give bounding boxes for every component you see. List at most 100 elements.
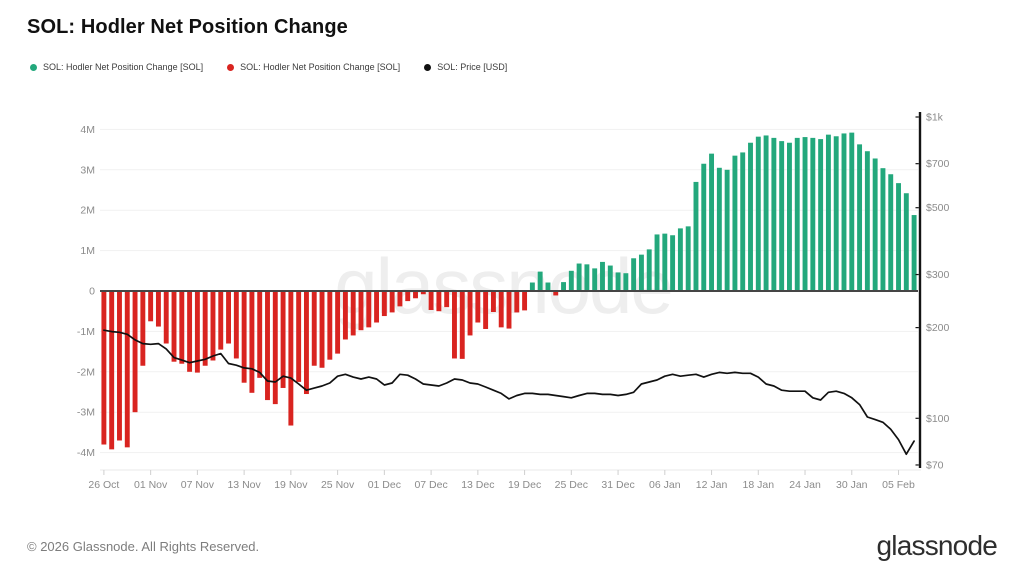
bar — [779, 141, 785, 291]
bar — [335, 291, 341, 354]
bar — [841, 133, 847, 291]
legend-dot-black-icon — [424, 63, 432, 71]
bar — [109, 291, 115, 450]
bar — [249, 291, 255, 393]
legend-dot-green-icon — [30, 63, 37, 71]
x-axis-tick: 13 Dec — [461, 479, 494, 491]
bar — [405, 291, 411, 302]
left-axis-tick: 0 — [89, 286, 95, 298]
bar — [600, 261, 605, 291]
left-axis-tick: -2M — [77, 366, 95, 378]
bar — [483, 291, 489, 329]
bar — [701, 163, 707, 291]
bar — [568, 270, 574, 291]
bar — [124, 291, 130, 448]
bar — [218, 291, 224, 350]
bar — [319, 291, 325, 368]
bar — [748, 142, 753, 291]
net-position-bars — [101, 132, 917, 450]
bar — [818, 139, 824, 291]
x-axis-tick: 30 Jan — [836, 479, 868, 491]
right-axis-tick: $700 — [926, 158, 950, 170]
price-line — [103, 329, 915, 456]
bar — [592, 268, 598, 291]
bar — [420, 291, 426, 295]
x-axis-tick: 19 Nov — [274, 479, 308, 491]
bar — [459, 291, 465, 359]
bar — [685, 226, 691, 291]
bar — [584, 264, 590, 291]
bar — [802, 137, 808, 291]
bar — [148, 291, 154, 322]
bar — [436, 291, 442, 312]
x-axis-tick: 07 Dec — [414, 479, 447, 491]
bar — [545, 282, 551, 291]
bar — [413, 291, 418, 299]
right-axis-tick: $100 — [926, 413, 950, 425]
bar — [872, 158, 878, 291]
bar — [342, 291, 348, 340]
bar — [857, 144, 863, 291]
x-axis-tick: 01 Nov — [134, 479, 168, 491]
copyright-text: © 2026 Glassnode. All Rights Reserved. — [27, 539, 260, 554]
bar — [241, 291, 247, 383]
bar — [272, 291, 278, 405]
bar — [117, 291, 122, 441]
legend-item-price[interactable]: SOL: Price [USD] — [424, 62, 507, 72]
bar — [529, 282, 535, 291]
bar — [522, 291, 528, 311]
bar — [210, 291, 216, 361]
x-axis-tick: 24 Jan — [789, 479, 821, 491]
legend-label: SOL: Price [USD] — [437, 62, 508, 72]
x-axis-tick: 19 Dec — [508, 479, 541, 491]
bar — [833, 136, 839, 291]
legend-item-hodler-negative[interactable]: SOL: Hodler Net Position Change [SOL] — [227, 62, 400, 72]
x-axis-tick: 25 Nov — [321, 479, 355, 491]
left-axis-tick: -1M — [77, 326, 95, 338]
right-axis-tick: $300 — [926, 269, 950, 281]
glassnode-logo: glassnode — [876, 530, 998, 561]
bar — [615, 272, 621, 291]
bar — [490, 291, 496, 313]
bar — [740, 152, 746, 291]
bar — [896, 183, 901, 291]
bar — [171, 291, 177, 362]
bar — [506, 291, 512, 329]
x-axis-tick: 13 Nov — [227, 479, 261, 491]
bar — [467, 291, 473, 336]
bar — [311, 291, 317, 366]
bar — [825, 134, 831, 291]
bar — [561, 282, 566, 291]
bar — [202, 291, 208, 366]
bar — [771, 137, 777, 291]
legend-item-hodler-positive[interactable]: SOL: Hodler Net Position Change [SOL] — [30, 62, 203, 72]
bar — [498, 291, 504, 328]
bar — [888, 174, 894, 291]
bar — [452, 291, 457, 359]
bar — [903, 193, 909, 291]
bar — [911, 215, 917, 291]
bar — [381, 291, 387, 317]
bar — [350, 291, 356, 336]
bar — [374, 291, 380, 323]
bar — [155, 291, 161, 327]
x-axis-tick: 31 Dec — [601, 479, 634, 491]
legend-label: SOL: Hodler Net Position Change [SOL] — [240, 62, 401, 72]
right-axis-tick: $500 — [926, 202, 950, 214]
bar — [693, 181, 699, 291]
bar — [849, 132, 855, 291]
chart-legend: SOL: Hodler Net Position Change [SOL] SO… — [30, 62, 507, 72]
bar — [366, 291, 372, 328]
bar — [280, 291, 286, 388]
x-axis-tick: 07 Nov — [181, 479, 215, 491]
bar — [623, 273, 629, 291]
bar — [880, 168, 886, 291]
bar — [397, 291, 403, 307]
left-axis-tick: -4M — [77, 447, 95, 459]
left-axis-tick: 1M — [80, 245, 95, 257]
bar — [428, 291, 434, 310]
bar — [662, 233, 668, 291]
bar — [444, 291, 450, 308]
